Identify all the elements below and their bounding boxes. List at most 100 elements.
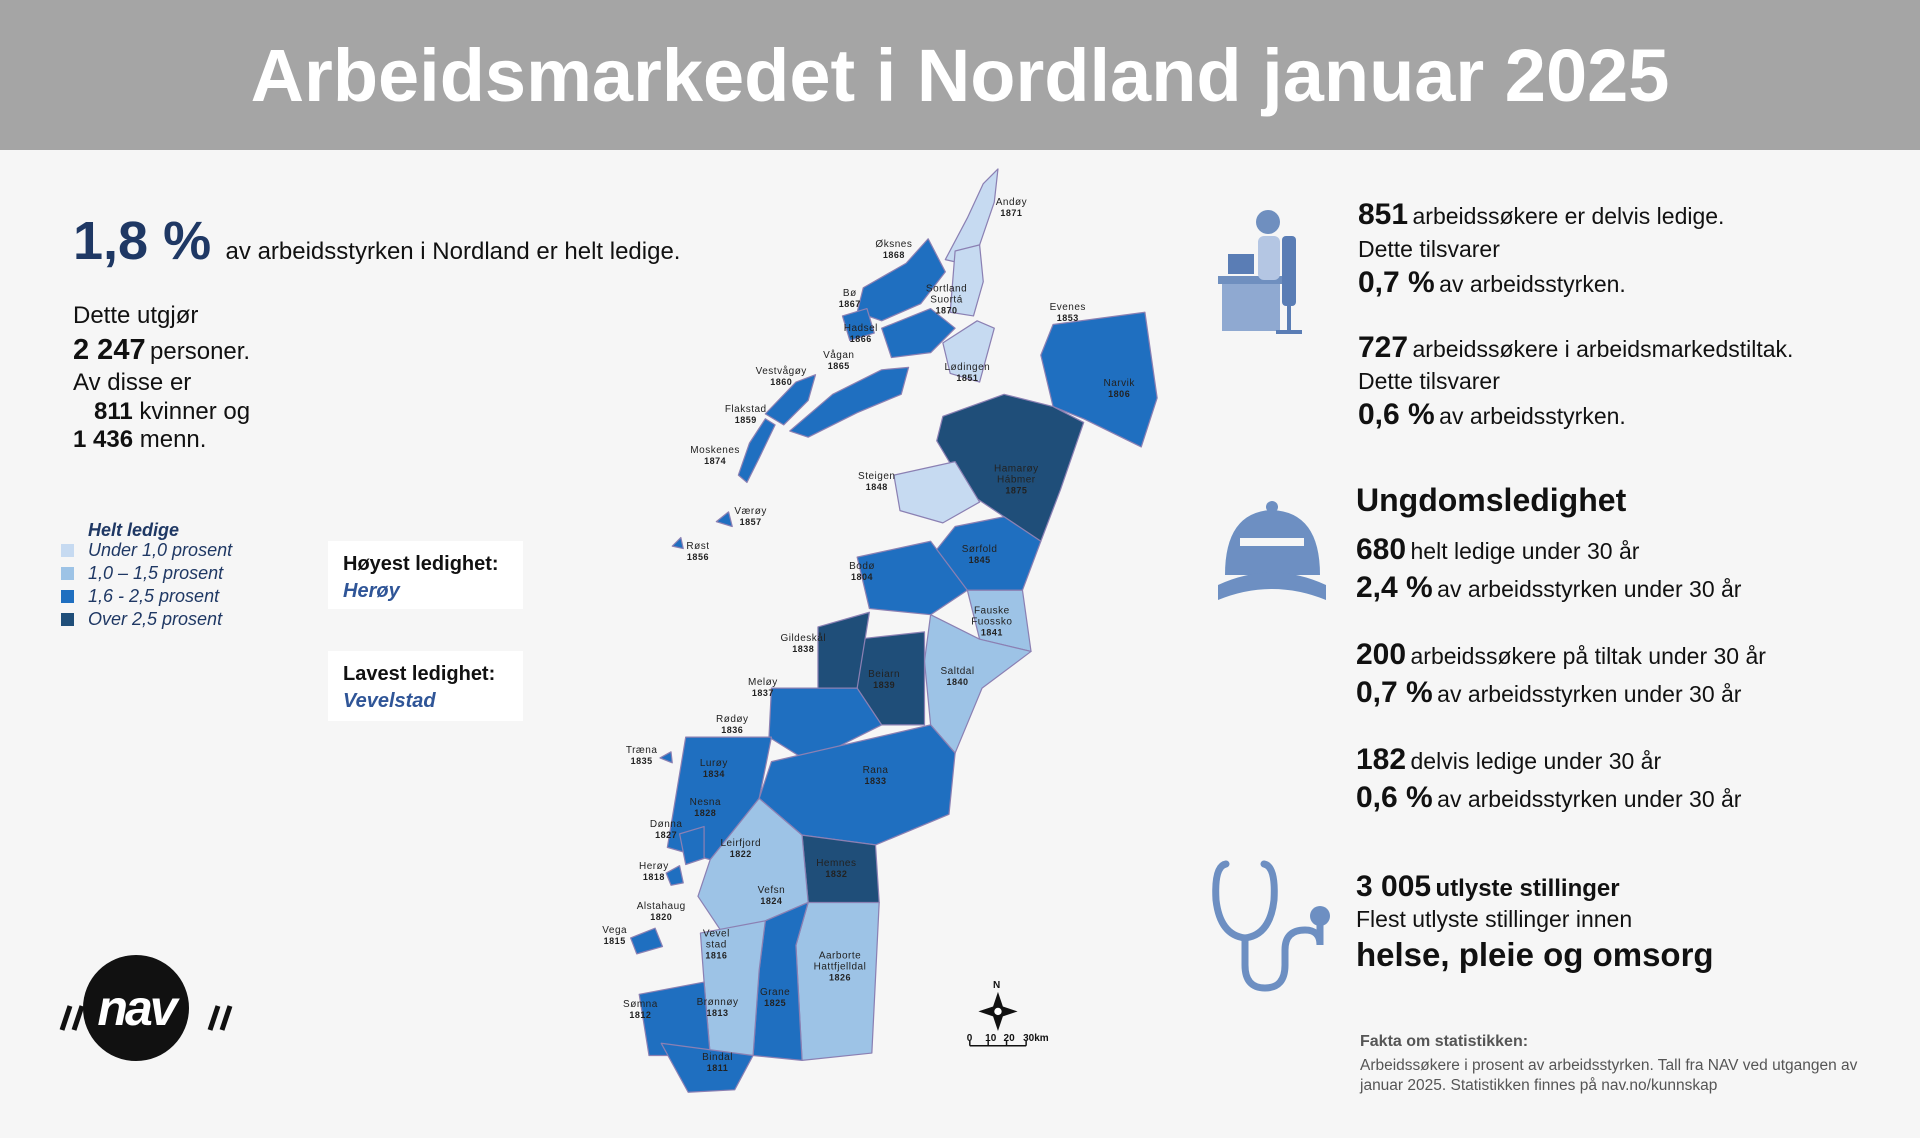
- municipality-name: Røst: [686, 541, 710, 553]
- municipality-label: Dønna 1827: [650, 819, 683, 841]
- partial-rate: 0,7 % av arbeidsstyrken.: [1358, 266, 1626, 300]
- text: Dette tilsvarer: [1358, 368, 1500, 394]
- municipality-code: 1822: [729, 848, 752, 859]
- municipality-label: Flakstad 1859: [725, 404, 767, 426]
- number: 3 005: [1356, 870, 1432, 903]
- municipality-code: 1865: [827, 361, 850, 372]
- municipality-name: Øksnes: [875, 238, 913, 250]
- number: 0,6 %: [1358, 398, 1435, 431]
- municipality-name: Brønnøy: [696, 996, 739, 1008]
- municipality-code: 1860: [770, 377, 793, 388]
- municipality-code: 1834: [702, 768, 725, 779]
- sector: helse, pleie og omsorg: [1356, 936, 1714, 973]
- scale-label: 20: [1003, 1033, 1015, 1044]
- municipality-name: Gildeskål: [780, 633, 827, 645]
- municipality-code: 1837: [751, 688, 774, 699]
- number: 182: [1356, 743, 1407, 776]
- municipality-name: Hemnes: [816, 858, 857, 870]
- municipality-name: Fauske Fuossko: [971, 605, 1013, 628]
- region: [949, 244, 984, 317]
- logo-text: nav: [97, 980, 177, 1036]
- compass: [978, 991, 1018, 1032]
- text: av arbeidsstyrken under 30 år: [1437, 786, 1742, 812]
- municipality-name: Moskenes: [690, 444, 740, 456]
- municipality-label: Brønnøy 1813: [697, 997, 739, 1019]
- region: [671, 536, 684, 550]
- women-line: 811 kvinner og: [94, 398, 250, 426]
- measures-rate: 0,6 % av arbeidsstyrken.: [1358, 398, 1626, 432]
- municipality-name: Herøy: [639, 860, 669, 872]
- municipality-name: Saltdal: [940, 666, 975, 678]
- municipality-name: Grane: [759, 986, 791, 998]
- municipality-code: 1804: [851, 571, 874, 582]
- legend-item: Over 2,5 prosent: [61, 609, 222, 630]
- number: 0,7 %: [1358, 266, 1435, 299]
- municipality-name: Vevel stad: [702, 928, 730, 951]
- region: [936, 393, 1085, 542]
- region: [856, 540, 968, 616]
- legend-label: Under 1,0 prosent: [88, 540, 233, 560]
- legend-swatch: [61, 544, 74, 557]
- municipality-name: Lødingen: [944, 362, 991, 374]
- municipality-label: Aarborte Hattfjelldal 1826: [814, 951, 867, 984]
- rate-line: 1,8 % av arbeidsstyrken i Nordland er he…: [73, 210, 680, 272]
- municipality-label: Gildeskål 1838: [780, 633, 826, 655]
- municipality-label: Lurøy 1834: [700, 758, 728, 780]
- legend-item: Under 1,0 prosent: [61, 540, 232, 561]
- stethoscope-icon: [1212, 860, 1330, 992]
- title: Arbeidsmarkedet i Nordland januar 2025: [250, 34, 1670, 117]
- text: Flest utlyste stillinger innen: [1356, 906, 1633, 932]
- municipality-label: Saltdal 1840: [941, 666, 975, 688]
- municipality-code: 1818: [642, 871, 665, 882]
- municipality-code: 1827: [655, 830, 678, 841]
- rate: 1,8 %: [73, 211, 212, 271]
- municipality-code: 1841: [980, 627, 1003, 638]
- facts-title: Fakta om statistikken:: [1360, 1033, 1529, 1050]
- municipality-label: Alstahaug 1820: [637, 901, 686, 923]
- municipality-name: Vestvågøy: [755, 366, 807, 378]
- youth-rate-line: 2,4 % av arbeidsstyrken under 30 år: [1356, 571, 1741, 605]
- legend-label: 1,6 - 2,5 prosent: [88, 586, 220, 606]
- number: 811: [94, 398, 133, 425]
- municipality-label: Rana 1833: [863, 765, 889, 787]
- municipality-label: Hadsel 1866: [844, 323, 878, 345]
- municipality-label: Nesna 1828: [690, 797, 721, 819]
- municipality-code: 1824: [760, 896, 783, 907]
- municipality-name: Narvik: [1103, 378, 1135, 390]
- municipality-label: Leirfjord 1822: [720, 838, 761, 860]
- youth-rate-line: 0,6 % av arbeidsstyrken under 30 år: [1356, 781, 1741, 815]
- youth-count-line: 680 helt ledige under 30 år: [1356, 533, 1639, 567]
- municipality-code: 1832: [825, 869, 848, 880]
- municipality-label: Sortland Suortá 1870: [926, 284, 967, 317]
- municipality-label: Øksnes 1868: [875, 239, 912, 261]
- municipality-code: 1866: [849, 334, 872, 345]
- municipality-name: Steigen: [858, 471, 896, 483]
- text: personer.: [150, 338, 251, 365]
- municipality-label: Bodø 1804: [849, 561, 875, 583]
- legend-item: 1,0 – 1,5 prosent: [61, 563, 223, 584]
- municipality-label: Værøy 1857: [734, 506, 767, 528]
- number: 200: [1356, 638, 1407, 671]
- municipality-label: Bø 1867: [839, 288, 861, 310]
- text: av arbeidsstyrken.: [1439, 271, 1626, 297]
- municipality-code: 1833: [864, 776, 887, 787]
- municipality-code: 1857: [739, 516, 762, 527]
- text: utlyste stillinger: [1435, 875, 1620, 902]
- label: Lavest ledighet:: [343, 663, 496, 685]
- region: [630, 927, 664, 955]
- region: [660, 1042, 754, 1093]
- municipality-label: Sørfold 1845: [962, 544, 998, 566]
- legend-swatch: [61, 590, 74, 603]
- municipality-name: Flakstad: [724, 404, 767, 416]
- municipality-label: Grane 1825: [760, 987, 790, 1009]
- text: arbeidssøkere er delvis ledige.: [1412, 203, 1725, 229]
- municipality-name: Vågan: [823, 350, 855, 362]
- municipality-label: Herøy 1818: [639, 861, 669, 883]
- municipality-code: 1874: [704, 455, 727, 466]
- scale-label: 30km: [1023, 1033, 1049, 1044]
- municipality-code: 1816: [705, 950, 728, 961]
- region: [841, 307, 875, 342]
- region: [881, 307, 956, 359]
- municipality-name: Leirfjord: [720, 837, 762, 849]
